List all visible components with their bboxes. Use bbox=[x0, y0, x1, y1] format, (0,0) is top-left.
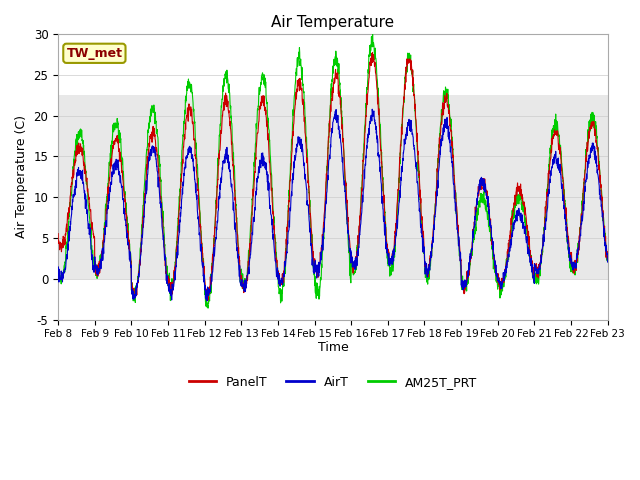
Title: Air Temperature: Air Temperature bbox=[271, 15, 394, 30]
AirT bbox=[493, 272, 500, 277]
AM25T_PRT bbox=[361, 122, 369, 128]
PanelT bbox=[493, 271, 500, 276]
AM25T_PRT bbox=[204, 305, 212, 311]
AM25T_PRT bbox=[54, 269, 62, 275]
PanelT bbox=[208, 274, 216, 280]
AM25T_PRT bbox=[208, 274, 216, 279]
AirT bbox=[369, 106, 376, 112]
PanelT bbox=[204, 297, 212, 303]
Legend: PanelT, AirT, AM25T_PRT: PanelT, AirT, AM25T_PRT bbox=[184, 371, 483, 394]
Text: TW_met: TW_met bbox=[67, 47, 122, 60]
Y-axis label: Air Temperature (C): Air Temperature (C) bbox=[15, 115, 28, 239]
PanelT bbox=[361, 131, 369, 136]
Line: PanelT: PanelT bbox=[58, 52, 607, 300]
AirT bbox=[571, 264, 579, 270]
AirT bbox=[208, 279, 216, 285]
PanelT bbox=[571, 263, 579, 269]
AM25T_PRT bbox=[604, 257, 611, 263]
AirT bbox=[556, 165, 563, 171]
PanelT bbox=[369, 49, 376, 55]
Line: AirT: AirT bbox=[58, 109, 607, 301]
AirT bbox=[361, 166, 369, 171]
PanelT bbox=[54, 231, 62, 237]
Line: AM25T_PRT: AM25T_PRT bbox=[58, 35, 607, 308]
AirT bbox=[54, 269, 62, 275]
AirT bbox=[203, 298, 211, 304]
X-axis label: Time: Time bbox=[317, 341, 348, 354]
PanelT bbox=[604, 255, 611, 261]
AM25T_PRT bbox=[556, 139, 563, 144]
PanelT bbox=[556, 146, 563, 152]
AirT bbox=[349, 258, 356, 264]
PanelT bbox=[349, 262, 356, 268]
AM25T_PRT bbox=[369, 32, 376, 37]
AM25T_PRT bbox=[349, 265, 356, 271]
Bar bbox=[58, 95, 607, 279]
AirT bbox=[604, 259, 611, 265]
AM25T_PRT bbox=[571, 259, 579, 265]
AM25T_PRT bbox=[493, 276, 500, 282]
